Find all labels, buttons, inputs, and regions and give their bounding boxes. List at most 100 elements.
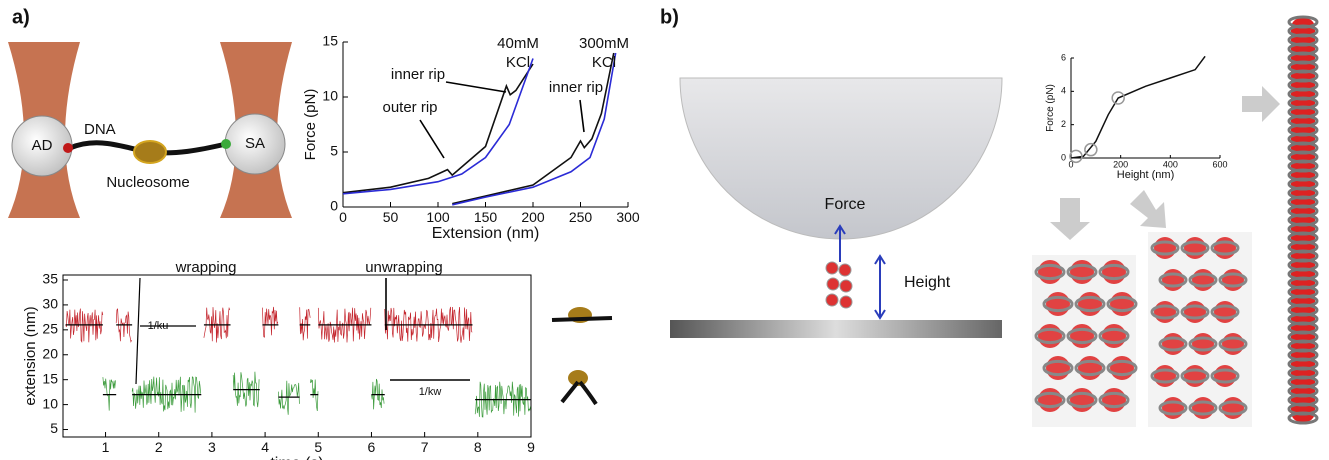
noise [262, 306, 279, 338]
y-tick-label: 5 [50, 420, 58, 436]
histone [1154, 365, 1176, 387]
x-tick-label: 5 [314, 439, 322, 455]
dna-turn [1074, 295, 1106, 313]
histone [1184, 237, 1206, 259]
histone [1214, 237, 1236, 259]
dna-turn [1066, 327, 1098, 345]
data-line [1070, 55, 1206, 159]
noise [278, 380, 300, 415]
dna-turn [1210, 240, 1240, 256]
bead-label: SA [245, 135, 265, 152]
noise [309, 379, 319, 412]
histone [1070, 260, 1094, 284]
marker [1084, 142, 1098, 157]
histone [1184, 301, 1206, 323]
dna-turn [1098, 327, 1130, 345]
noise [203, 306, 231, 343]
dna-turn [1150, 304, 1180, 320]
histone [1038, 324, 1062, 348]
dna-turn [1158, 272, 1188, 288]
histone [1192, 333, 1214, 355]
annotation-arrow [419, 119, 445, 159]
y-axis-title: extension (nm) [22, 306, 39, 405]
y-tick-label: 25 [42, 321, 58, 337]
x-tick-label: 8 [474, 439, 482, 455]
histone [1222, 333, 1244, 355]
y-tick-label: 15 [322, 33, 338, 49]
panel-label: b) [660, 6, 679, 28]
dna-turn [1210, 368, 1240, 384]
dna-turn [1218, 400, 1248, 416]
dna-turn [1034, 263, 1066, 281]
fiber-core [1291, 18, 1315, 422]
nucleosome-label: Nucleosome [106, 174, 189, 191]
fiber-sample [825, 261, 853, 309]
x-axis-title: Height (nm) [1117, 169, 1174, 181]
x-tick-label: 50 [383, 209, 399, 225]
histone [1162, 269, 1184, 291]
dna-turn [1188, 272, 1218, 288]
annotation-arrow [135, 277, 141, 385]
x-tick-label: 600 [1212, 160, 1227, 170]
histone [1222, 397, 1244, 419]
height-arrow [874, 254, 886, 320]
y-tick-label: 4 [1061, 86, 1066, 96]
histone [1102, 324, 1126, 348]
x-tick-label: 400 [1163, 160, 1178, 170]
annotation: KCl [506, 54, 530, 71]
x-tick-label: 0 [339, 209, 347, 225]
noise [131, 376, 202, 413]
y-tick-label: 5 [330, 143, 338, 159]
y-tick-label: 15 [42, 370, 58, 386]
x-tick-label: 100 [426, 209, 450, 225]
y-tick-label: 35 [42, 271, 58, 287]
annotation-arrow [579, 99, 585, 133]
dna-turn [1180, 304, 1210, 320]
dna-turn [1158, 400, 1188, 416]
x-tick-label: 150 [474, 209, 498, 225]
y-axis-title: Force (pN) [1045, 84, 1056, 132]
annotation: unwrapping [365, 259, 443, 276]
histone [1110, 292, 1134, 316]
annotation-arrow [445, 81, 507, 93]
dna-turn [1218, 336, 1248, 352]
annotation: 300mM [579, 35, 629, 52]
afm-diagram: Force Height [670, 77, 1003, 338]
histone [1038, 260, 1062, 284]
noise [299, 307, 311, 341]
force-label: Force [825, 196, 866, 213]
level-line [102, 389, 531, 401]
marker [1111, 91, 1125, 105]
bead-label: AD [32, 137, 53, 154]
dna-turn [1074, 359, 1106, 377]
noise [474, 381, 531, 418]
dna-turn [1210, 304, 1240, 320]
x-tick-label: 7 [421, 439, 429, 455]
histone [1046, 292, 1070, 316]
y-tick-label: 2 [1061, 119, 1066, 129]
icon-dna [551, 316, 613, 322]
annotation: KCl [592, 54, 616, 71]
unwrapped-icon [568, 370, 588, 386]
noise [384, 306, 473, 343]
arrow [1050, 198, 1090, 240]
x-tick-label: 2 [155, 439, 163, 455]
data-line [452, 52, 617, 206]
histone [1110, 356, 1134, 380]
dna-turn [1188, 336, 1218, 352]
marker [1069, 149, 1083, 164]
dna-turn [1106, 295, 1138, 313]
histone [1102, 388, 1126, 412]
histone [1078, 356, 1102, 380]
annotation: 40mM [497, 35, 539, 52]
fiber-rendering [1034, 15, 1319, 425]
x-tick-label: 200 [1113, 160, 1128, 170]
dna-turn [1188, 400, 1218, 416]
histone [1214, 365, 1236, 387]
histone [1192, 269, 1214, 291]
y-tick-label: 30 [42, 296, 58, 312]
optical-trap-diagram: AD SA DNA Nucleosome [8, 42, 613, 406]
x-tick-label: 6 [368, 439, 376, 455]
y-tick-label: 20 [42, 345, 58, 361]
annotation: wrapping [175, 259, 237, 276]
